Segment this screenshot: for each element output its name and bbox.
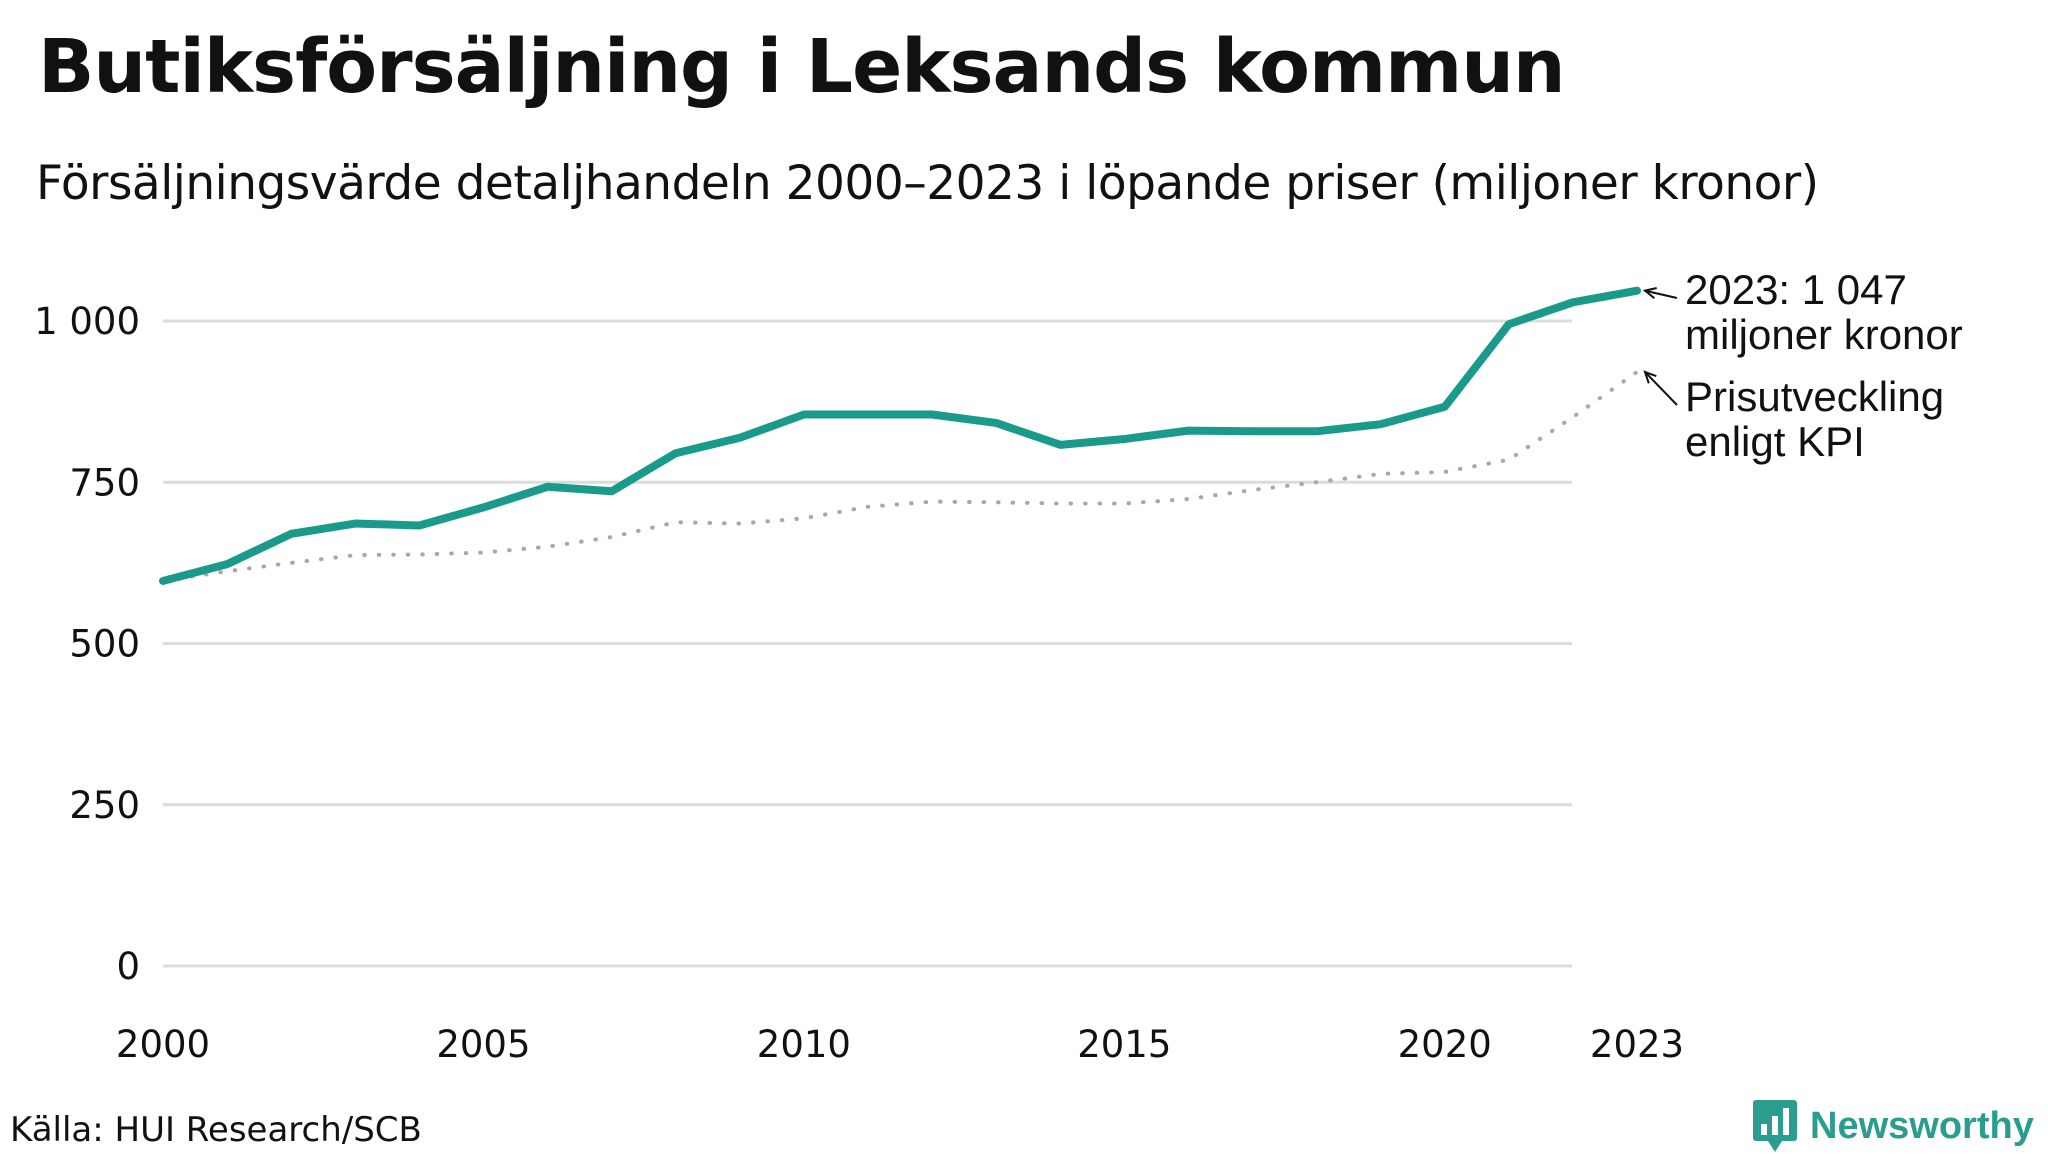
y-tick-label: 250 xyxy=(69,784,140,827)
x-tick-label: 2000 xyxy=(116,1023,210,1066)
newsworthy-logo-icon xyxy=(1753,1100,1797,1152)
y-tick-label: 500 xyxy=(69,623,140,666)
chart-title: Butiksförsäljning i Leksands kommun xyxy=(38,24,1566,110)
kpi-series-line xyxy=(161,369,1639,583)
y-tick-label: 750 xyxy=(69,461,140,504)
x-tick-label: 2005 xyxy=(436,1023,530,1066)
x-tick-label: 2010 xyxy=(757,1023,851,1066)
line-chart: 0 250 500 750 1 000 2000 2005 2010 2015 2020 2023… xyxy=(34,266,1963,1066)
annotation-label: miljoner kronor xyxy=(1685,311,1963,358)
annotation-arrowhead xyxy=(1642,287,1657,299)
source-note: Källa: HUI Research/SCB xyxy=(10,1110,422,1150)
y-tick-label: 1 000 xyxy=(34,300,140,343)
x-tick-label: 2023 xyxy=(1590,1023,1684,1066)
annotation-label: Prisutveckling xyxy=(1685,373,1944,420)
annotation-arrowhead xyxy=(1643,370,1657,384)
y-tick-label: 0 xyxy=(116,945,140,988)
annotation-arrow-line xyxy=(1644,289,1678,299)
annotation-label: enligt KPI xyxy=(1685,418,1865,465)
annotation-label: 2023: 1 047 xyxy=(1685,266,1907,313)
chart-subtitle: Försäljningsvärde detaljhandeln 2000–202… xyxy=(36,156,1819,211)
gridlines xyxy=(163,319,1572,968)
newsworthy-logo: Newsworthy xyxy=(1752,1098,2034,1154)
x-tick-label: 2020 xyxy=(1398,1023,1492,1066)
sales-series-line xyxy=(159,286,1641,585)
x-axis: 2000 2005 2010 2015 2020 2023 xyxy=(116,1023,1684,1066)
newsworthy-logo-text: Newsworthy xyxy=(1810,1104,2034,1147)
y-axis: 0 250 500 750 1 000 xyxy=(34,300,140,988)
annotation-arrow-line xyxy=(1644,371,1678,406)
x-tick-label: 2015 xyxy=(1077,1023,1171,1066)
series-group xyxy=(159,286,1641,585)
